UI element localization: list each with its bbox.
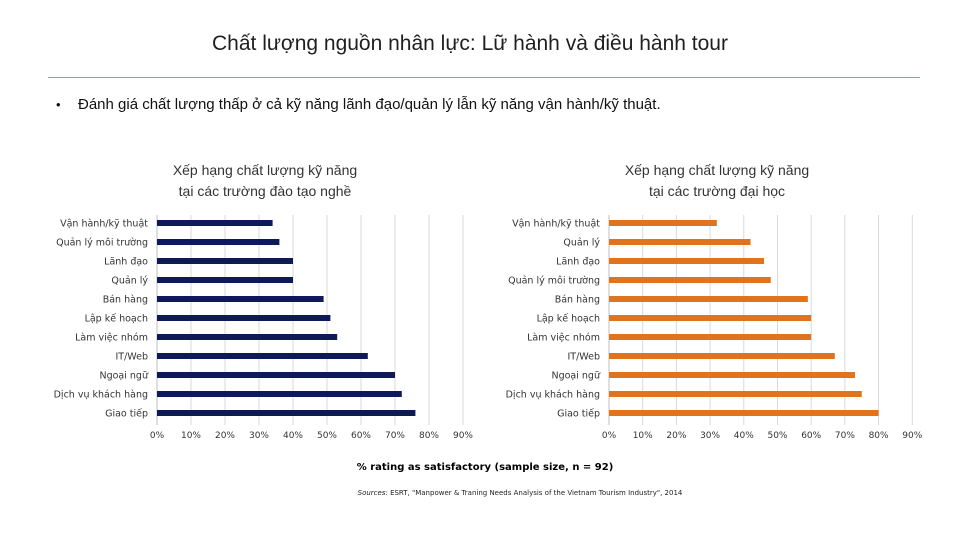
x-tick-label: 70% <box>835 431 855 441</box>
x-tick-label: 50% <box>767 431 787 441</box>
title-divider <box>48 77 920 78</box>
source-label: Sources: <box>357 489 388 497</box>
x-tick-label: 10% <box>633 431 653 441</box>
bar <box>157 315 331 321</box>
bar <box>157 220 273 226</box>
bar <box>157 258 293 264</box>
bar <box>157 277 293 283</box>
x-tick-label: 0% <box>602 431 617 441</box>
bar <box>157 334 338 340</box>
category-label: Giao tiếp <box>105 409 148 420</box>
bar <box>157 372 395 378</box>
source-note: Sources: ESRT, "Manpower & Traning Needs… <box>0 489 960 497</box>
x-tick-label: 50% <box>317 431 337 441</box>
category-label: Lãnh đạo <box>104 257 148 268</box>
bar <box>157 410 416 416</box>
category-label: Bán hàng <box>555 295 600 306</box>
bullet-point: • Đánh giá chất lượng thấp ở cả kỹ năng l… <box>56 96 661 113</box>
category-label: Lãnh đạo <box>556 257 600 268</box>
chart-title-vocational: Xếp hạng chất lượng kỹ năng tại các trườ… <box>115 160 415 202</box>
category-label: Bán hàng <box>103 295 148 306</box>
category-label: Dịch vụ khách hàng <box>54 390 148 401</box>
bar <box>609 372 856 378</box>
category-label: Giao tiếp <box>557 409 600 420</box>
bar <box>157 296 324 302</box>
category-label: Dịch vụ khách hàng <box>506 390 600 401</box>
bar <box>609 315 812 321</box>
bar <box>609 277 771 283</box>
category-label: Lập kế hoạch <box>85 314 148 325</box>
category-label: Quản lý môi trường <box>508 276 600 287</box>
bar <box>609 334 812 340</box>
source-text: ESRT, "Manpower & Traning Needs Analysis… <box>390 489 683 497</box>
chart-title-line2: tại các trường đào tạo nghề <box>178 183 352 199</box>
category-label: Làm việc nhóm <box>527 333 600 344</box>
chart-title-line1: Xếp hạng chất lượng kỹ năng <box>172 162 358 178</box>
bar <box>609 239 751 245</box>
x-tick-label: 60% <box>351 431 371 441</box>
category-label: Quản lý <box>111 276 148 287</box>
bar <box>609 258 765 264</box>
bullet-symbol: • <box>56 97 61 112</box>
category-label: Quản lý <box>563 238 600 249</box>
bar <box>609 296 808 302</box>
category-label: Lập kế hoạch <box>537 314 600 325</box>
chart-title-line2: tại các trường đại học <box>648 183 786 199</box>
x-tick-label: 70% <box>385 431 405 441</box>
x-tick-label: 80% <box>419 431 439 441</box>
category-label: Ngoại ngữ <box>99 371 148 382</box>
x-tick-label: 40% <box>734 431 754 441</box>
x-axis-label: % rating as satisfactory (sample size, n… <box>356 462 614 473</box>
x-tick-label: 10% <box>181 431 201 441</box>
category-label: Vận hành/kỹ thuật <box>512 219 600 230</box>
bar <box>157 353 368 359</box>
x-tick-label: 30% <box>700 431 720 441</box>
x-tick-label: 90% <box>902 431 922 441</box>
chart-title-university: Xếp hạng chất lượng kỹ năng tại các trườ… <box>567 160 867 202</box>
chart-title-line1: Xếp hạng chất lượng kỹ năng <box>624 162 810 178</box>
bar <box>609 410 879 416</box>
x-tick-label: 60% <box>801 431 821 441</box>
x-tick-label: 80% <box>869 431 889 441</box>
slide-title: Chất lượng nguồn nhân lực: Lữ hành và đi… <box>212 32 728 55</box>
bar <box>157 391 402 397</box>
category-label: Ngoại ngữ <box>551 371 600 382</box>
bar <box>609 220 717 226</box>
category-label: IT/Web <box>567 352 600 363</box>
category-label: Vận hành/kỹ thuật <box>60 219 148 230</box>
x-tick-label: 30% <box>249 431 269 441</box>
x-tick-label: 20% <box>666 431 686 441</box>
x-tick-label: 40% <box>283 431 303 441</box>
bar <box>609 353 835 359</box>
bar <box>609 391 862 397</box>
x-tick-label: 20% <box>215 431 235 441</box>
category-label: Làm việc nhóm <box>75 333 148 344</box>
bar <box>157 239 280 245</box>
x-tick-label: 0% <box>150 431 165 441</box>
category-label: IT/Web <box>115 352 148 363</box>
x-tick-label: 90% <box>453 431 473 441</box>
bullet-text: Đánh giá chất lượng thấp ở cả kỹ năng lã… <box>78 96 661 113</box>
category-label: Quản lý môi trường <box>56 238 148 249</box>
